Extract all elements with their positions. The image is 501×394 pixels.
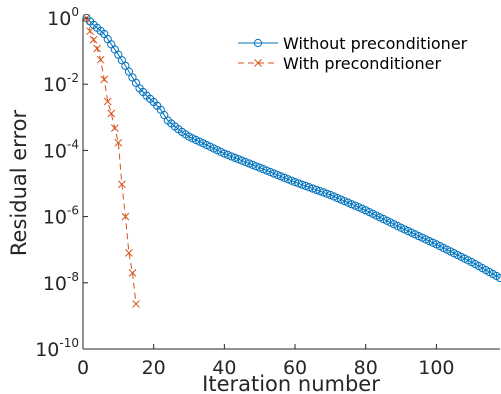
series-layer <box>82 13 501 308</box>
data-point-without-preconditioner <box>269 169 278 178</box>
data-point-with-preconditioner <box>128 268 137 277</box>
data-point-without-preconditioner <box>315 187 324 196</box>
data-point-without-preconditioner <box>290 178 300 187</box>
y-tick-label: 10-8 <box>43 270 79 295</box>
legend-label-with-preconditioner: With preconditioner <box>283 54 441 73</box>
data-point-without-preconditioner <box>255 163 264 172</box>
data-point-without-preconditioner <box>301 181 310 191</box>
data-point-without-preconditioner <box>305 183 314 192</box>
data-point-with-preconditioner <box>110 124 119 133</box>
data-point-without-preconditioner <box>276 172 285 181</box>
y-tick-label: 100 <box>47 5 79 30</box>
data-point-with-preconditioner <box>114 138 123 147</box>
data-point-with-preconditioner <box>132 300 140 308</box>
y-tick-label: 10-10 <box>35 336 79 361</box>
data-point-without-preconditioner <box>124 67 134 76</box>
data-point-with-preconditioner <box>100 75 109 84</box>
data-point-without-preconditioner <box>266 167 275 177</box>
data-point-with-preconditioner <box>118 180 126 189</box>
data-point-without-preconditioner <box>244 159 254 168</box>
data-point-without-preconditioner <box>319 188 328 197</box>
data-point-with-preconditioner <box>125 249 133 257</box>
data-point-with-preconditioner <box>89 35 98 44</box>
x-tick-label: 40 <box>212 357 236 379</box>
data-point-without-preconditioner <box>252 162 261 171</box>
data-point-with-preconditioner <box>107 109 116 118</box>
ticks-layer: 0 20 40 60 80 100 10-10 10-8 10-6 10-4 10-2 100 <box>35 5 454 379</box>
y-tick-label: 10-2 <box>43 71 79 96</box>
y-tick-label: 10-6 <box>43 204 79 229</box>
data-point-without-preconditioner <box>308 184 317 193</box>
data-point-without-preconditioner <box>298 180 307 189</box>
data-point-without-preconditioner <box>273 170 282 180</box>
legend: Without preconditioner With precondition… <box>232 30 494 75</box>
data-point-with-preconditioner <box>121 212 130 221</box>
data-point-without-preconditioner <box>287 176 296 185</box>
data-point-without-preconditioner <box>259 165 268 174</box>
data-point-without-preconditioner <box>495 273 501 283</box>
data-point-without-preconditioner <box>343 198 353 207</box>
legend-marker-with-preconditioner <box>254 59 262 67</box>
data-point-without-preconditioner <box>326 190 335 200</box>
x-tick-label: 80 <box>354 357 378 379</box>
data-point-without-preconditioner <box>262 166 271 175</box>
data-point-without-preconditioner <box>248 160 257 169</box>
data-point-without-preconditioner <box>283 175 293 184</box>
axes-layer <box>82 18 500 350</box>
data-point-without-preconditioner <box>280 173 289 182</box>
data-point-without-preconditioner <box>223 150 232 160</box>
y-axis-label: Residual error <box>7 110 31 257</box>
data-point-without-preconditioner <box>336 195 346 204</box>
x-tick-label: 20 <box>142 357 166 379</box>
data-point-without-preconditioner <box>241 157 250 167</box>
legend-marker-without-preconditioner <box>253 38 263 48</box>
data-point-with-preconditioner <box>103 97 112 106</box>
data-point-with-preconditioner <box>96 55 105 64</box>
data-point-with-preconditioner <box>86 27 94 36</box>
x-tick-label: 60 <box>283 357 307 379</box>
legend-label-without-preconditioner: Without preconditioner <box>283 34 468 53</box>
series-line-without-preconditioner <box>86 17 501 279</box>
x-tick-label: 0 <box>77 357 89 379</box>
data-point-without-preconditioner <box>227 152 236 161</box>
data-point-without-preconditioner <box>234 155 243 164</box>
data-point-without-preconditioner <box>220 149 229 158</box>
data-point-without-preconditioner <box>312 185 321 194</box>
data-point-with-preconditioner <box>93 44 101 53</box>
data-point-without-preconditioner <box>230 153 240 162</box>
data-point-without-preconditioner <box>121 61 130 70</box>
data-point-without-preconditioner <box>322 189 331 198</box>
x-tick-label: 100 <box>418 357 454 379</box>
legend-background <box>232 30 494 75</box>
data-point-without-preconditioner <box>237 156 247 165</box>
x-axis-label: Iteration number <box>202 372 380 394</box>
y-tick-label: 10-4 <box>43 137 79 162</box>
data-point-without-preconditioner <box>294 179 303 188</box>
data-point-without-preconditioner <box>354 203 363 212</box>
